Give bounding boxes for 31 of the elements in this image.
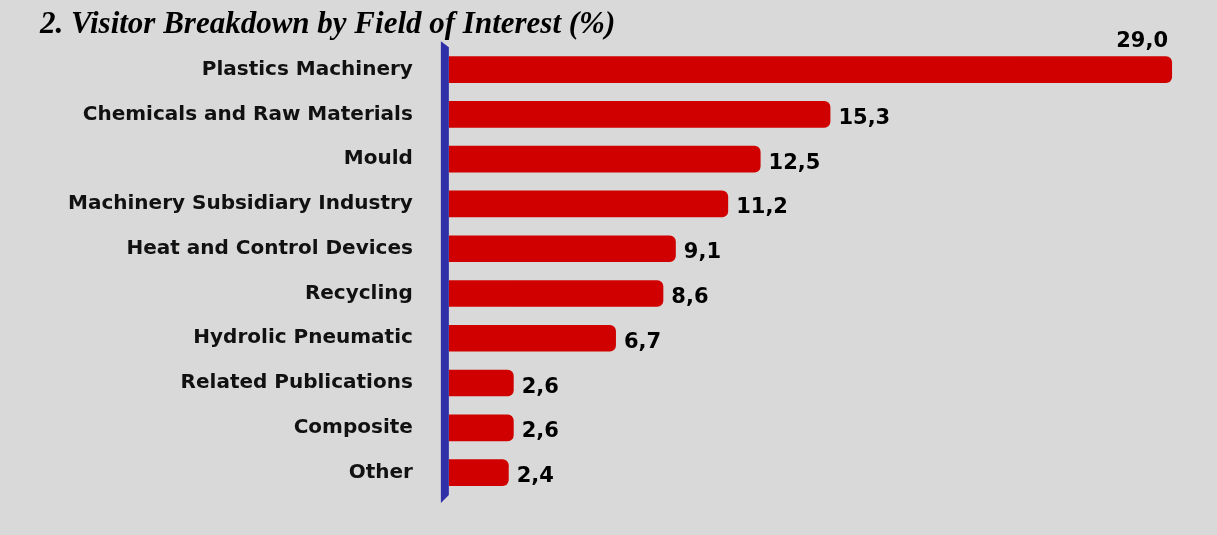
bar: [448, 414, 514, 442]
bar: [448, 369, 514, 397]
data-label: 9,1: [683, 239, 721, 264]
data-label: 2,6: [521, 418, 559, 443]
bar: [448, 145, 761, 173]
y-tick-label: Heat and Control Devices: [126, 234, 413, 259]
bar: [448, 324, 616, 352]
y-tick-label: Chemicals and Raw Materials: [82, 100, 413, 125]
bar: [448, 101, 831, 128]
chart-title: 2. Visitor Breakdown by Field of Interest (%): [39, 4, 616, 40]
y-tick-label: Machinery Subsidiary Industry: [67, 190, 413, 215]
y-tick-label: Plastics Machinery: [201, 55, 413, 80]
data-label: 2,6: [521, 373, 559, 398]
bar: [448, 235, 676, 263]
data-label: 12,5: [768, 149, 821, 174]
y-tick-label: Recycling: [304, 279, 413, 304]
bar: [448, 190, 729, 218]
y-tick-label: Composite: [293, 414, 413, 439]
y-tick-label: Related Publications: [180, 369, 413, 394]
data-label: 6,7: [623, 328, 662, 353]
data-label: 11,2: [736, 194, 788, 219]
data-label: 29,0: [1116, 28, 1169, 53]
y-tick-label: Other: [348, 458, 413, 483]
data-label: 8,6: [671, 283, 709, 308]
data-label: 15,3: [838, 104, 891, 129]
data-label: 2,4: [516, 463, 554, 488]
y-tick-label: Mould: [343, 145, 413, 170]
bar: [448, 280, 664, 307]
bar: [448, 459, 509, 486]
y-tick-label: Hydrolic Pneumatic: [193, 324, 413, 349]
bar: [448, 56, 1173, 83]
